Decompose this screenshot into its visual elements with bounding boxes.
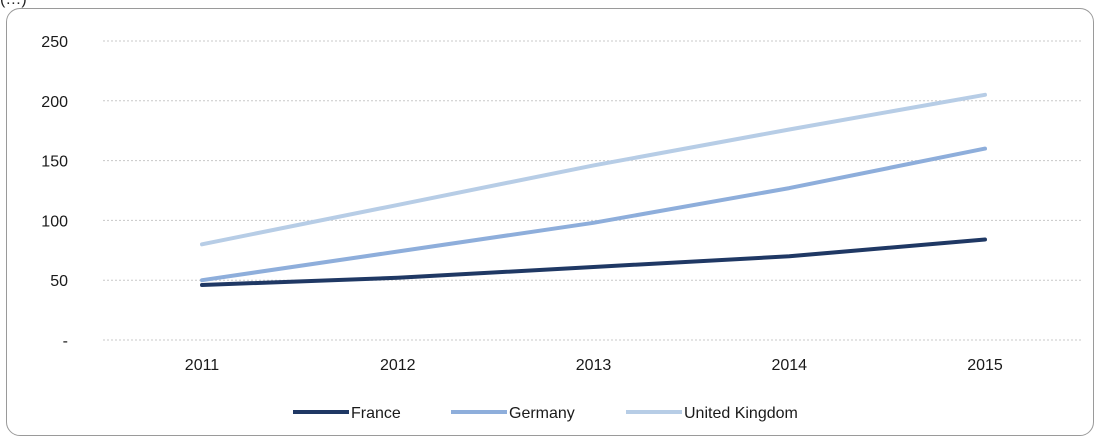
x-tick-label: 2013: [576, 357, 612, 374]
series-line-united-kingdom: [200, 92, 987, 247]
gridlines: [103, 40, 1081, 341]
y-tick-label: 250: [41, 34, 68, 51]
x-tick-label: 2015: [967, 357, 1003, 374]
y-tick-label: 50: [50, 273, 68, 290]
chart-frame: [6, 8, 1094, 436]
legend-label: United Kingdom: [684, 405, 798, 422]
legend: France Germany United Kingdom: [293, 405, 798, 422]
series-line-france: [200, 237, 987, 287]
x-tick-label: 2011: [185, 357, 220, 374]
series-lines: [200, 92, 987, 287]
x-tick-label: 2014: [771, 357, 807, 374]
y-axis-ticks: - 50 100 150 200 250: [41, 34, 68, 350]
top-caption: (…): [0, 0, 27, 9]
x-tick-label: 2012: [380, 357, 416, 374]
series-line-germany: [200, 146, 987, 283]
legend-label: France: [351, 405, 401, 422]
y-tick-label: 100: [41, 213, 68, 230]
y-tick-label: -: [63, 333, 68, 350]
y-tick-label: 150: [41, 154, 68, 171]
legend-label: Germany: [509, 405, 575, 422]
y-tick-label: 200: [41, 94, 68, 111]
x-axis-ticks: 2011 2012 2013 2014 2015: [185, 357, 1003, 374]
